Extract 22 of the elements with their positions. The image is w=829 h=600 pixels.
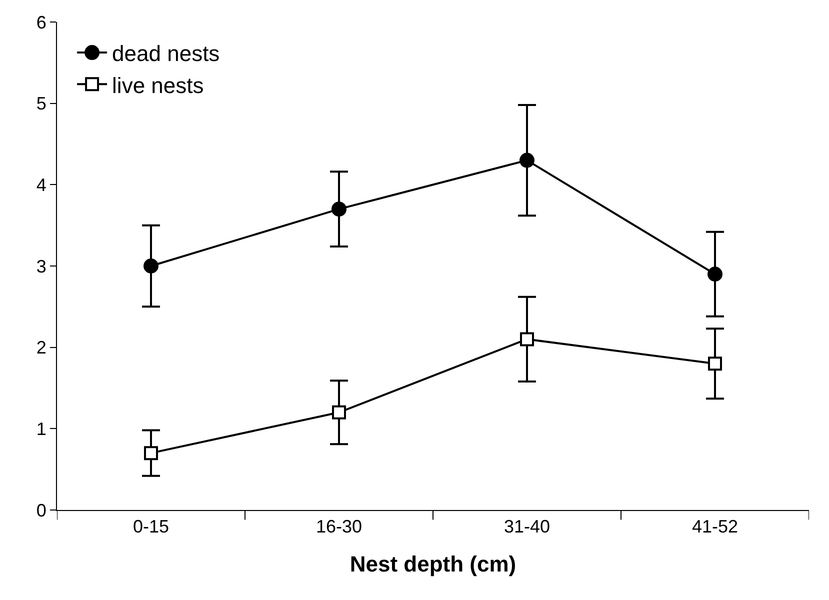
point [144,446,158,460]
x-axis-title: Nest depth (cm) [350,552,516,576]
point [520,152,534,168]
y-tick-label: 6 [36,12,46,32]
y-tick-label: 0 [36,500,46,520]
point [520,332,534,346]
point [708,356,722,371]
y-tick-label: 1 [36,418,46,439]
legend-label: live nests [112,72,204,98]
legend-label: dead nests [112,41,220,66]
x-tick-label: 16-30 [316,516,362,537]
y-tick-label: 2 [36,338,46,358]
x-tick-label: 0-15 [132,516,170,537]
point [708,266,722,282]
x-tick-label: 41-52 [692,516,738,537]
y-tick-label: 3 [36,256,46,276]
point [332,202,346,217]
y-tick-label: 5 [36,94,46,114]
point [332,405,346,420]
x-tick-label: 31-40 [504,516,550,537]
point [144,258,158,274]
y-tick-label: 4 [36,174,46,195]
